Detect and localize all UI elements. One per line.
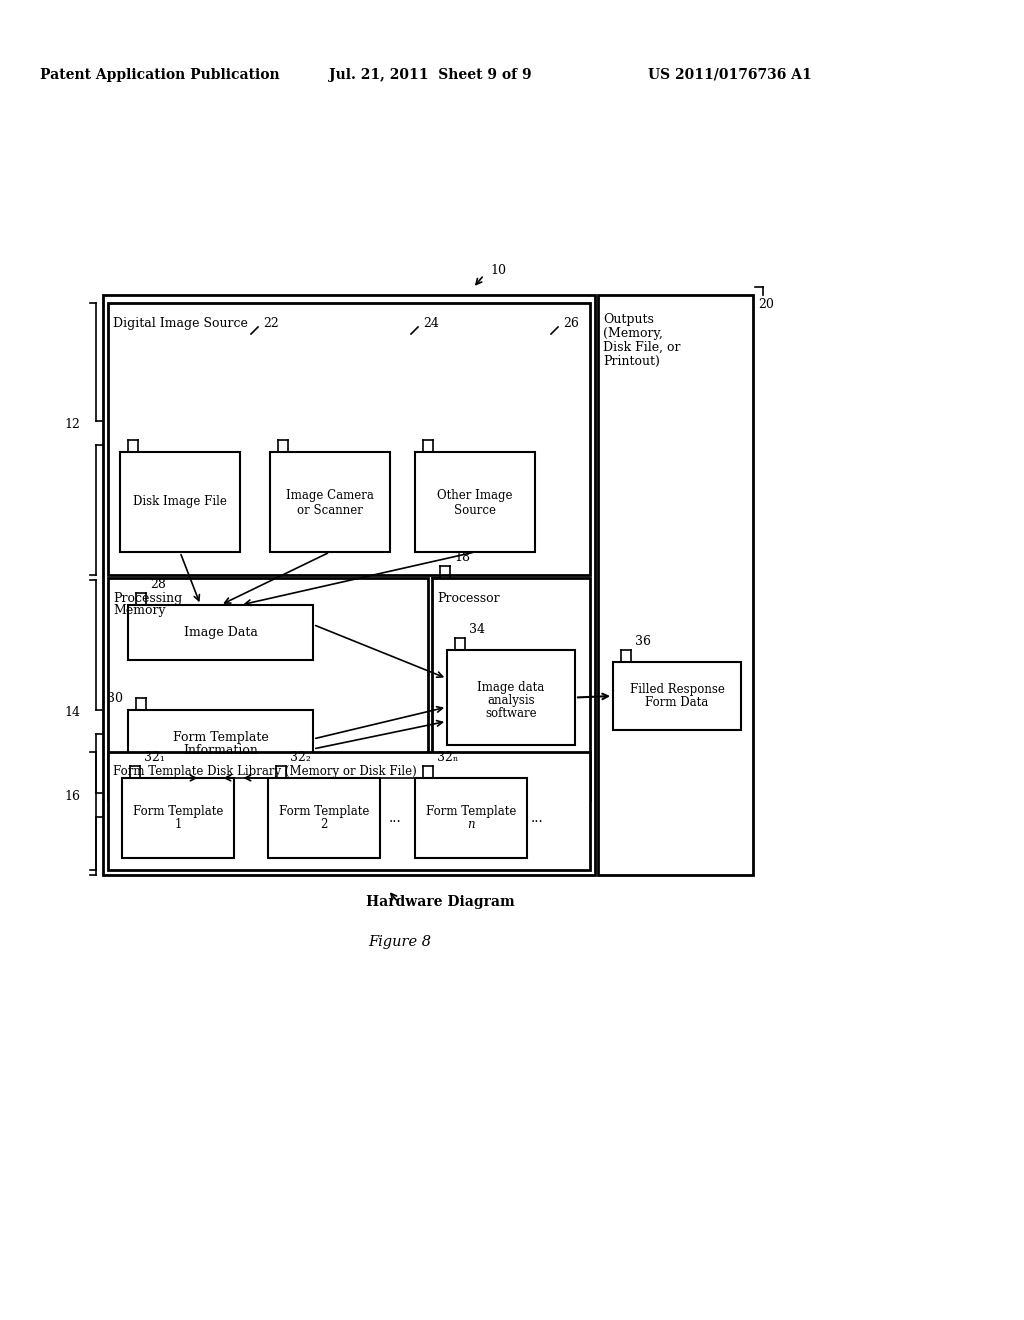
Text: ...: ... — [531, 810, 544, 825]
Text: 12: 12 — [65, 417, 80, 430]
Text: Form Template: Form Template — [173, 730, 268, 743]
Text: Filled Response: Filled Response — [630, 682, 724, 696]
Text: Other Image: Other Image — [437, 490, 513, 503]
Bar — [120, 451, 240, 552]
Text: 16: 16 — [63, 789, 80, 803]
Text: Disk Image File: Disk Image File — [133, 495, 227, 508]
Text: Memory: Memory — [113, 605, 166, 616]
Text: 32ₙ: 32ₙ — [437, 751, 459, 764]
Text: 36: 36 — [635, 635, 651, 648]
Bar — [128, 605, 313, 660]
Text: Image Camera: Image Camera — [286, 490, 374, 503]
Text: Digital Image Source: Digital Image Source — [113, 317, 248, 330]
Text: 32₁: 32₁ — [144, 751, 165, 764]
Text: Form Template: Form Template — [426, 804, 516, 817]
Text: Form Data: Form Data — [645, 697, 709, 710]
Text: n: n — [467, 818, 475, 832]
Text: 14: 14 — [63, 706, 80, 719]
Bar — [270, 451, 390, 552]
Text: Printout): Printout) — [603, 355, 659, 368]
Text: Processor: Processor — [437, 591, 500, 605]
Text: (Memory,: (Memory, — [603, 327, 663, 341]
Text: 34: 34 — [469, 623, 485, 636]
Text: Figure 8: Figure 8 — [369, 935, 431, 949]
Text: US 2011/0176736 A1: US 2011/0176736 A1 — [648, 69, 812, 82]
Bar — [447, 649, 575, 744]
Text: Image Data: Image Data — [183, 626, 257, 639]
Bar — [108, 578, 428, 800]
Bar — [122, 777, 234, 858]
Text: or Scanner: or Scanner — [297, 503, 362, 516]
Text: analysis: analysis — [487, 694, 535, 708]
Bar — [432, 578, 590, 800]
Text: Processing: Processing — [113, 591, 182, 605]
Text: 24: 24 — [423, 317, 439, 330]
Text: Information: Information — [183, 744, 258, 758]
Text: Hardware Diagram: Hardware Diagram — [366, 895, 514, 909]
Text: Image data: Image data — [477, 681, 545, 694]
Text: 22: 22 — [263, 317, 279, 330]
Text: software: software — [485, 708, 537, 719]
Bar — [128, 710, 313, 777]
Bar — [613, 663, 741, 730]
Text: ...: ... — [389, 810, 401, 825]
Bar — [103, 294, 595, 875]
Text: 10: 10 — [490, 264, 506, 276]
Bar — [268, 777, 380, 858]
Text: Patent Application Publication: Patent Application Publication — [40, 69, 280, 82]
Text: Form Template: Form Template — [279, 804, 370, 817]
Text: Disk File, or: Disk File, or — [603, 341, 681, 354]
Text: Form Template Disk Library (Memory or Disk File): Form Template Disk Library (Memory or Di… — [113, 766, 417, 777]
Text: Form Template: Form Template — [133, 804, 223, 817]
Text: Source: Source — [454, 503, 496, 516]
Text: Outputs: Outputs — [603, 313, 654, 326]
Text: 30: 30 — [106, 692, 123, 705]
Text: 26: 26 — [563, 317, 579, 330]
Text: 1: 1 — [174, 818, 181, 832]
Text: 2: 2 — [321, 818, 328, 832]
Text: 18: 18 — [454, 550, 470, 564]
Bar — [598, 294, 753, 875]
Text: 32₂: 32₂ — [290, 751, 311, 764]
Text: 20: 20 — [758, 298, 774, 312]
Bar — [108, 752, 590, 870]
Bar — [108, 304, 590, 576]
Text: Jul. 21, 2011  Sheet 9 of 9: Jul. 21, 2011 Sheet 9 of 9 — [329, 69, 531, 82]
Text: 28: 28 — [150, 578, 166, 591]
Bar — [415, 451, 535, 552]
Bar — [415, 777, 527, 858]
